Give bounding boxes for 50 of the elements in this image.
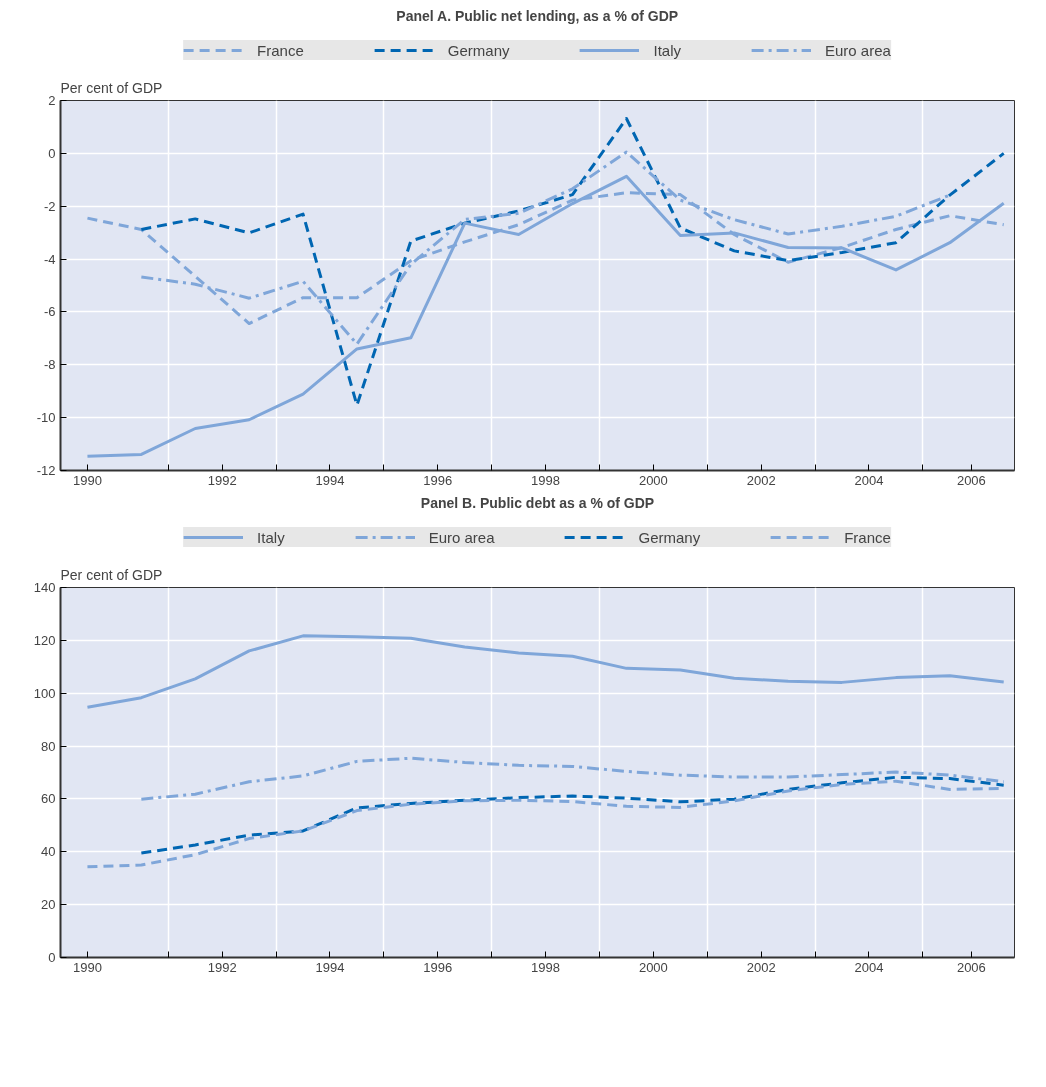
legend-label: Euro area — [825, 41, 891, 59]
x-tick-label: 1994 — [315, 472, 345, 488]
x-tick-label: 2006 — [956, 472, 986, 488]
legend-label: France — [257, 41, 304, 59]
line-series — [139, 116, 1006, 407]
x-tick-label: 1992 — [207, 959, 237, 975]
legend-label: Germany — [447, 41, 510, 59]
x-tick-label: 1994 — [315, 959, 345, 975]
y-tick-label: 20 — [41, 897, 56, 913]
y-tick-label: -2 — [43, 198, 56, 214]
chart-title: Panel A. Public net lending, as a % of GDP — [396, 7, 679, 24]
x-tick-label: 2000 — [638, 959, 668, 975]
y-tick-label: 80 — [41, 738, 56, 754]
y-tick-label: 100 — [33, 685, 56, 701]
y-tick-label: 2 — [48, 93, 56, 108]
legend-label: Euro area — [428, 528, 495, 546]
y-tick-label: 40 — [41, 844, 56, 860]
x-tick-label: 1996 — [423, 959, 453, 975]
legend-label: Italy — [257, 528, 285, 546]
chart-title: Panel B. Public debt as a % of GDP — [420, 494, 655, 511]
x-tick-label: 1998 — [531, 472, 561, 488]
y-tick-label: -10 — [36, 410, 56, 426]
y-tick-label: -4 — [43, 251, 56, 267]
legend-label: Germany — [638, 528, 701, 546]
y-tick-label: -6 — [43, 304, 56, 320]
x-tick-label: 1990 — [72, 959, 102, 975]
x-tick-label: 2002 — [746, 959, 776, 975]
line-series — [139, 756, 1006, 801]
y-axis-title: Per cent of GDP — [60, 566, 163, 583]
y-tick-label: 120 — [33, 632, 56, 648]
y-tick-label: 0 — [48, 145, 56, 161]
x-tick-label: 2002 — [746, 472, 776, 488]
y-tick-label: -12 — [36, 463, 56, 478]
x-tick-label: 2006 — [956, 959, 986, 975]
line-series — [85, 634, 1006, 709]
x-tick-label: 1992 — [207, 472, 237, 488]
y-tick-label: 60 — [41, 791, 56, 807]
y-tick-label: -8 — [43, 357, 56, 373]
legend-label: Italy — [653, 41, 682, 59]
x-tick-label: 1990 — [72, 472, 102, 488]
legend-label: France — [844, 528, 891, 546]
y-tick-label: 140 — [33, 580, 56, 595]
y-axis-title: Per cent of GDP — [60, 79, 163, 96]
y-tick-label: 0 — [48, 950, 56, 965]
x-tick-label: 1996 — [423, 472, 453, 488]
line-series — [139, 775, 1006, 855]
x-tick-label: 2000 — [638, 472, 668, 488]
x-tick-label: 1998 — [531, 959, 561, 975]
x-tick-label: 2004 — [854, 472, 884, 488]
x-tick-label: 2004 — [854, 959, 884, 975]
